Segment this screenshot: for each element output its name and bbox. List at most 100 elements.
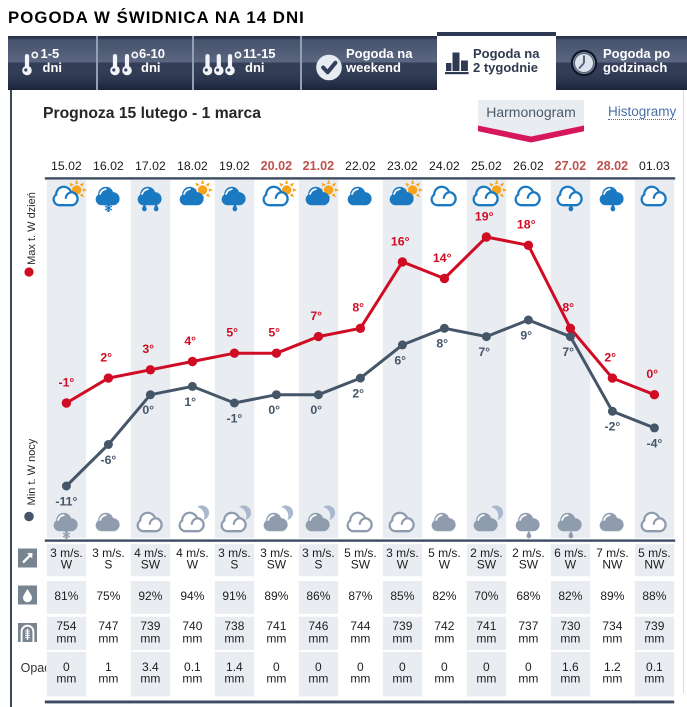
- svg-text:SW: SW: [267, 558, 287, 572]
- svg-text:-2°: -2°: [604, 420, 620, 434]
- svg-text:8°: 8°: [562, 301, 574, 315]
- svg-text:NW: NW: [602, 558, 623, 572]
- svg-text:0.1: 0.1: [184, 660, 201, 674]
- svg-text:2°: 2°: [352, 387, 364, 401]
- svg-text:mm: mm: [434, 632, 454, 646]
- svg-text:W: W: [439, 558, 451, 572]
- svg-text:Pogoda na: Pogoda na: [473, 46, 540, 61]
- svg-text:730: 730: [560, 619, 580, 633]
- svg-text:W: W: [397, 558, 409, 572]
- svg-text:mm: mm: [392, 672, 412, 686]
- svg-text:75%: 75%: [96, 589, 120, 603]
- svg-text:-1°: -1°: [58, 375, 74, 389]
- svg-text:1.4: 1.4: [226, 660, 243, 674]
- svg-text:mm: mm: [560, 672, 580, 686]
- svg-text:5 m/s.: 5 m/s.: [428, 546, 461, 560]
- svg-text:mm: mm: [182, 672, 202, 686]
- svg-text:mm: mm: [308, 672, 328, 686]
- svg-text:0°: 0°: [268, 403, 280, 417]
- svg-text:mm: mm: [434, 672, 454, 686]
- svg-text:mm: mm: [98, 672, 118, 686]
- svg-text:Min t. W nocy: Min t. W nocy: [26, 438, 38, 505]
- svg-text:mm: mm: [350, 672, 370, 686]
- svg-text:3 m/s.: 3 m/s.: [50, 546, 83, 560]
- svg-text:7°: 7°: [478, 345, 490, 359]
- svg-text:18°: 18°: [517, 218, 536, 232]
- svg-text:8°: 8°: [352, 301, 364, 315]
- svg-text:godzinach: godzinach: [603, 60, 667, 75]
- svg-text:3 m/s.: 3 m/s.: [302, 546, 335, 560]
- svg-text:SW: SW: [141, 558, 161, 572]
- svg-text:0°: 0°: [142, 403, 154, 417]
- svg-text:S: S: [104, 558, 112, 572]
- svg-text:mm: mm: [224, 672, 244, 686]
- svg-text:mm: mm: [56, 672, 76, 686]
- svg-text:mm: mm: [476, 632, 496, 646]
- svg-text:-1°: -1°: [226, 411, 242, 425]
- svg-text:5°: 5°: [226, 326, 238, 340]
- svg-text:0°: 0°: [310, 403, 322, 417]
- svg-text:734: 734: [602, 619, 622, 633]
- svg-text:0: 0: [525, 660, 532, 674]
- svg-text:747: 747: [98, 619, 118, 633]
- svg-text:SW: SW: [351, 558, 371, 572]
- svg-text:8°: 8°: [436, 337, 448, 351]
- svg-text:mm: mm: [140, 672, 160, 686]
- svg-text:Max t. W dzień: Max t. W dzień: [26, 192, 38, 265]
- svg-text:dni: dni: [43, 60, 63, 75]
- svg-text:738: 738: [224, 619, 244, 633]
- svg-text:2 m/s.: 2 m/s.: [512, 546, 545, 560]
- svg-text:11-15: 11-15: [243, 46, 276, 61]
- svg-text:739: 739: [644, 619, 664, 633]
- svg-text:737: 737: [518, 619, 538, 633]
- svg-text:mm: mm: [476, 672, 496, 686]
- svg-text:0: 0: [63, 660, 70, 674]
- svg-text:19°: 19°: [475, 209, 494, 223]
- svg-text:26.02: 26.02: [513, 159, 544, 173]
- svg-text:7°: 7°: [562, 345, 574, 359]
- svg-text:21.02: 21.02: [303, 159, 335, 173]
- svg-text:W: W: [565, 558, 577, 572]
- svg-text:dni: dni: [245, 60, 265, 75]
- svg-text:6-10: 6-10: [139, 46, 165, 61]
- svg-text:18.02: 18.02: [177, 159, 208, 173]
- svg-text:5°: 5°: [268, 326, 280, 340]
- svg-text:89%: 89%: [600, 589, 624, 603]
- svg-text:1°: 1°: [184, 395, 196, 409]
- svg-text:-4°: -4°: [646, 436, 662, 450]
- svg-text:741: 741: [266, 619, 286, 633]
- svg-text:mm: mm: [392, 632, 412, 646]
- svg-text:28.02: 28.02: [597, 159, 629, 173]
- svg-text:W: W: [61, 558, 73, 572]
- svg-text:1.2: 1.2: [604, 660, 621, 674]
- svg-text:0: 0: [441, 660, 448, 674]
- svg-text:0: 0: [273, 660, 280, 674]
- svg-text:17.02: 17.02: [135, 159, 166, 173]
- svg-text:92%: 92%: [138, 589, 162, 603]
- svg-text:mm: mm: [518, 632, 538, 646]
- svg-text:mm: mm: [560, 632, 580, 646]
- svg-text:W: W: [187, 558, 199, 572]
- svg-text:dni: dni: [141, 60, 161, 75]
- svg-text:746: 746: [308, 619, 328, 633]
- svg-text:68%: 68%: [516, 589, 540, 603]
- svg-text:mm: mm: [308, 632, 328, 646]
- svg-text:16.02: 16.02: [93, 159, 124, 173]
- svg-text:4 m/s.: 4 m/s.: [134, 546, 167, 560]
- svg-text:mm: mm: [98, 632, 118, 646]
- svg-text:6°: 6°: [394, 353, 406, 367]
- svg-text:7°: 7°: [310, 309, 322, 323]
- svg-text:744: 744: [350, 619, 370, 633]
- svg-text:3 m/s.: 3 m/s.: [386, 546, 419, 560]
- svg-text:82%: 82%: [432, 589, 456, 603]
- svg-text:739: 739: [392, 619, 412, 633]
- svg-text:3 m/s.: 3 m/s.: [260, 546, 293, 560]
- svg-text:Pogoda na: Pogoda na: [346, 46, 413, 61]
- svg-text:22.02: 22.02: [345, 159, 376, 173]
- svg-text:3 m/s.: 3 m/s.: [92, 546, 125, 560]
- svg-text:3°: 3°: [142, 342, 154, 356]
- svg-text:1-5: 1-5: [41, 46, 60, 61]
- svg-text:mm: mm: [644, 672, 664, 686]
- svg-text:4 m/s.: 4 m/s.: [176, 546, 209, 560]
- svg-text:27.02: 27.02: [555, 159, 587, 173]
